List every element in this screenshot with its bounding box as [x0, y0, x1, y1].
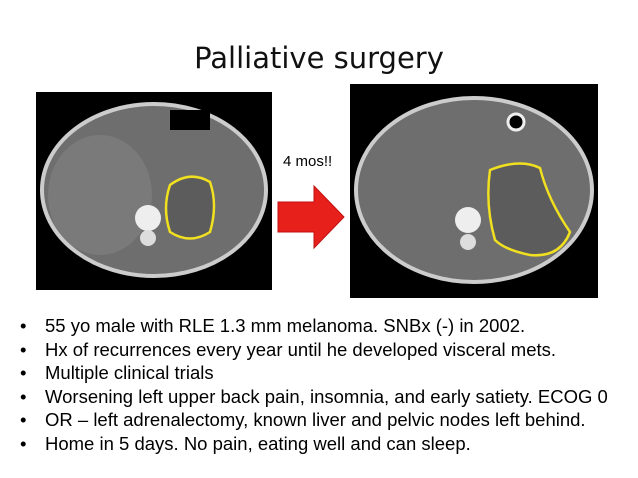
arrow-label: 4 mos!! — [283, 153, 333, 170]
bullet-list: 55 yo male with RLE 1.3 mm melanoma. SNB… — [20, 314, 608, 455]
bullet: OR – left adrenalectomy, known liver and… — [20, 408, 608, 432]
bullet: Multiple clinical trials — [20, 361, 608, 385]
ct-before — [36, 92, 272, 290]
bullet: Worsening left upper back pain, insomnia… — [20, 385, 608, 409]
images — [36, 84, 598, 298]
ct-after — [350, 84, 598, 298]
bullet: Home in 5 days. No pain, eating well and… — [20, 432, 608, 456]
bullet: Hx of recurrences every year until he de… — [20, 338, 608, 362]
bullet: 55 yo male with RLE 1.3 mm melanoma. SNB… — [20, 314, 608, 338]
slide-title: Palliative surgery — [194, 41, 444, 74]
arrow — [277, 184, 345, 250]
